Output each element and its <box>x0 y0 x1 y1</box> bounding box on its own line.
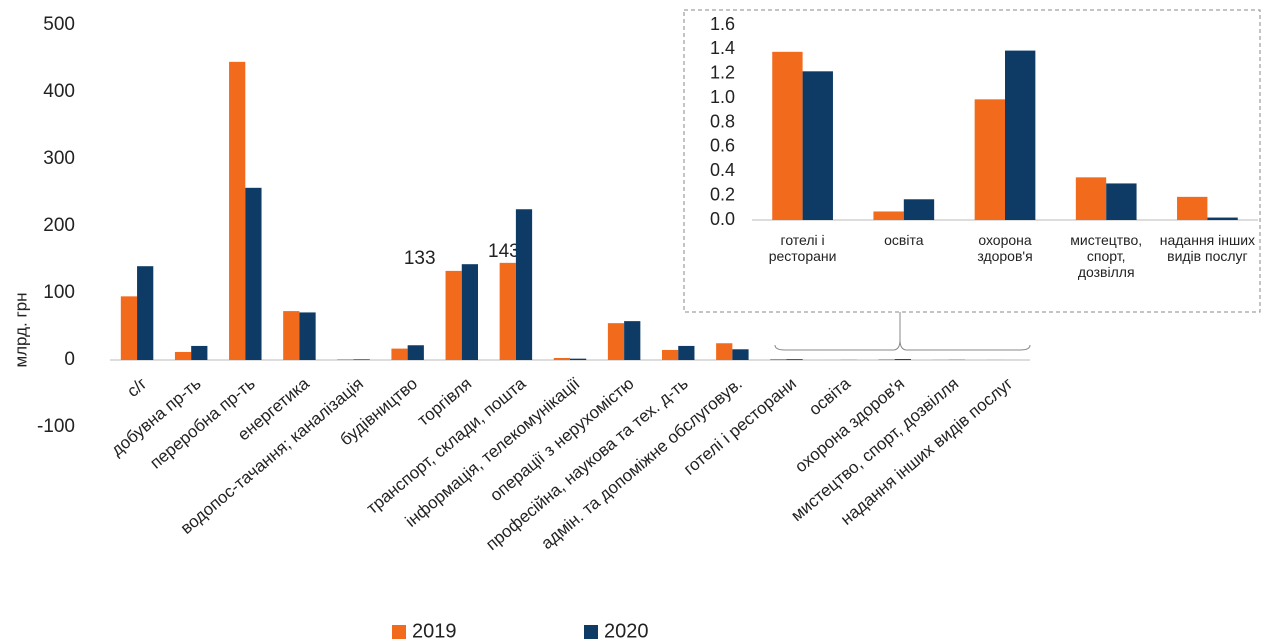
x-tick-label: добувна пр-ть <box>108 374 205 460</box>
bar <box>624 321 641 360</box>
y-tick-label: 0.2 <box>710 184 735 204</box>
y-axis-label: млрд. грн <box>11 292 30 367</box>
bar <box>974 99 1005 220</box>
y-tick-label: 100 <box>43 282 75 303</box>
y-tick-label: 1.6 <box>710 14 735 34</box>
y-tick-label: 200 <box>43 215 75 236</box>
bar <box>1106 183 1137 220</box>
bar <box>878 359 895 360</box>
bar <box>662 349 679 360</box>
y-tick-label: 0.4 <box>710 160 735 180</box>
y-tick-label: 300 <box>43 148 75 169</box>
data-label: 133 <box>404 248 436 269</box>
x-tick-label: охорона здоров'я <box>977 232 1033 264</box>
bar <box>407 345 424 360</box>
y-tick-label: 1.2 <box>710 63 735 83</box>
inset-frame <box>683 9 1261 313</box>
bar <box>283 311 300 360</box>
bar <box>174 351 192 360</box>
bar <box>903 199 935 220</box>
bar <box>229 61 246 360</box>
x-tick-label: готелі і ресторани <box>768 232 837 264</box>
x-tick-label: надання інших видів послуг <box>1159 232 1256 264</box>
y-tick-label: 400 <box>43 81 75 102</box>
bar <box>461 264 478 360</box>
bar <box>678 345 695 360</box>
bar <box>137 266 154 360</box>
x-tick-label: мистецтво, спорт, дозвілля <box>1070 232 1143 280</box>
bracket <box>774 339 1031 351</box>
y-tick-label: 0 <box>64 349 75 370</box>
bar <box>570 358 587 360</box>
bar <box>716 343 733 360</box>
x-tick-label: освіта <box>805 374 854 420</box>
bar <box>802 71 833 220</box>
y-tick-label: -100 <box>37 416 75 437</box>
y-tick-label: 0.8 <box>710 111 735 131</box>
bar <box>1177 196 1208 220</box>
y-tick-label: 0.0 <box>710 209 735 229</box>
legend-label: 2020 <box>604 620 649 641</box>
bar <box>1005 50 1036 220</box>
legend-label: 2019 <box>412 620 457 641</box>
x-tick-label: с/г <box>123 374 150 401</box>
bar <box>1075 177 1107 220</box>
y-tick-label: 1.0 <box>710 87 735 107</box>
bar <box>873 211 904 220</box>
bar <box>553 357 570 360</box>
y-tick-label: 0.6 <box>710 136 735 156</box>
y-tick-label: 500 <box>43 14 75 35</box>
bar <box>120 296 138 360</box>
bar <box>894 359 911 360</box>
y-tick-label: 1.4 <box>710 38 735 58</box>
bar <box>353 359 370 360</box>
bar <box>299 312 316 360</box>
bar <box>245 187 262 360</box>
bar <box>607 323 625 360</box>
data-label: 143 <box>488 241 520 262</box>
bar <box>191 345 208 360</box>
bar <box>770 359 787 360</box>
legend-swatch <box>584 625 598 639</box>
bar <box>772 51 803 220</box>
bar <box>337 359 354 360</box>
bar <box>499 262 516 360</box>
bar <box>1207 217 1238 220</box>
bar <box>786 359 803 360</box>
legend-swatch <box>392 625 406 639</box>
x-tick-label: освіта <box>884 232 924 248</box>
bar <box>515 209 533 360</box>
bar <box>445 270 462 360</box>
bar <box>732 349 749 360</box>
bar <box>391 348 408 360</box>
